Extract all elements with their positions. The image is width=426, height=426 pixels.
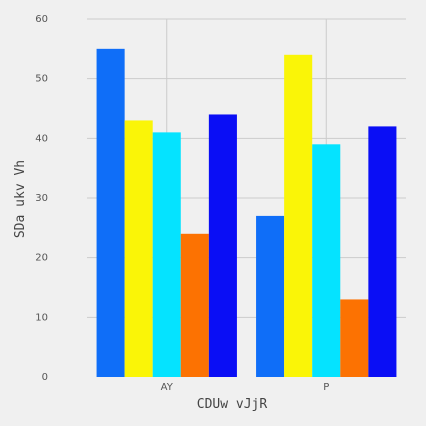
bar <box>124 120 153 377</box>
bar <box>256 215 285 377</box>
y-tick-label: 30 <box>35 193 48 204</box>
bar <box>368 126 397 378</box>
bars <box>96 48 397 378</box>
y-axis-label: SDa ukv Vh <box>13 160 28 238</box>
x-axis-label: CDUw vJjR <box>197 397 268 412</box>
x-tick-label: AY <box>161 382 174 393</box>
bar <box>284 54 313 378</box>
y-tick-label: 50 <box>35 74 48 85</box>
bar <box>152 132 181 377</box>
y-tick-label: 20 <box>35 253 48 264</box>
y-tick-label: 0 <box>42 372 48 383</box>
bar <box>180 233 209 377</box>
bar <box>208 114 237 377</box>
bar <box>340 299 369 377</box>
bar <box>96 48 125 377</box>
y-tick-label: 40 <box>35 133 48 144</box>
y-tick-label: 10 <box>35 312 48 323</box>
y-tick-label: 60 <box>35 14 48 25</box>
x-tick-labels: AY P <box>161 382 330 393</box>
x-tick-label: P <box>323 382 329 393</box>
bar <box>312 144 341 377</box>
y-tick-labels: 0 10 20 30 40 50 60 <box>35 14 48 383</box>
